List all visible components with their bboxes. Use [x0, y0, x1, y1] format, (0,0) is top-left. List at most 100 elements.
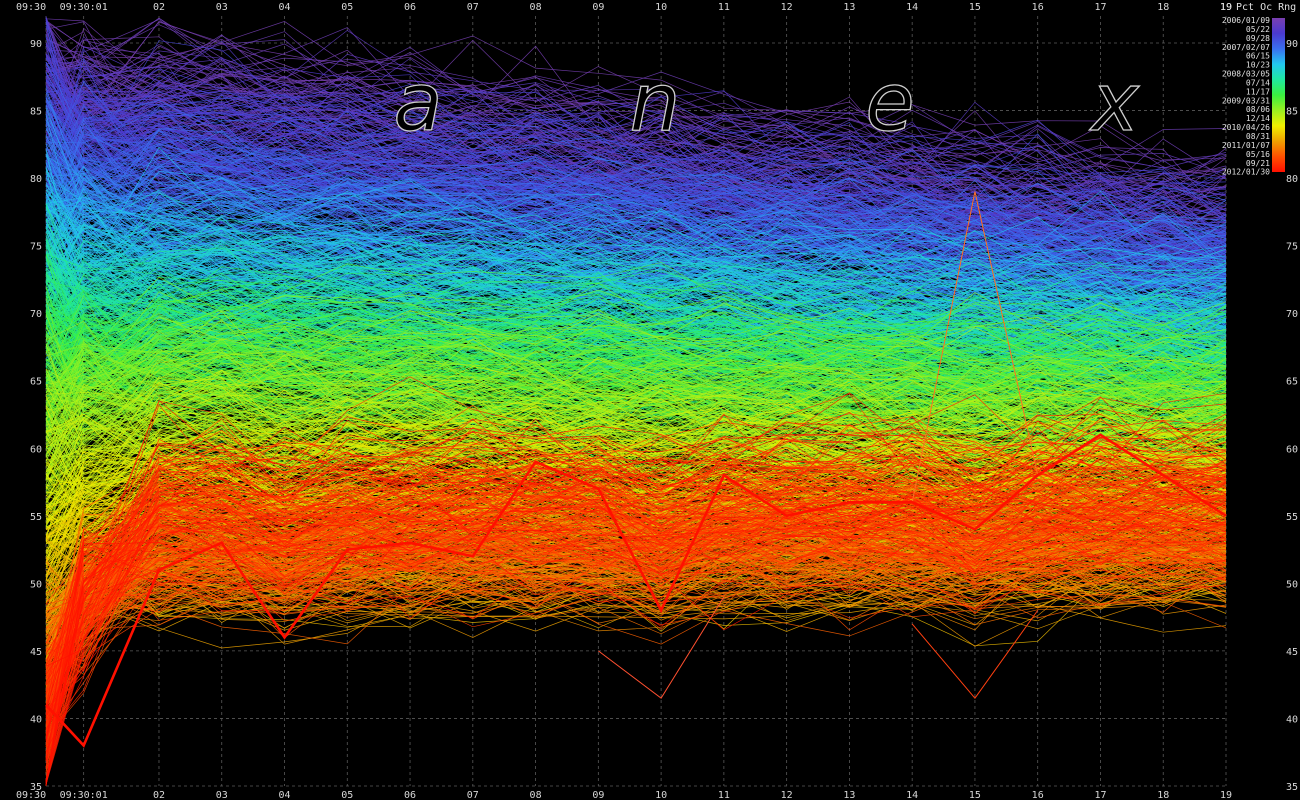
legend-label: 2006/01/09 — [1222, 16, 1270, 25]
series-line — [45, 104, 1227, 237]
series-line — [45, 521, 1227, 674]
y-tick-label-left: 65 — [30, 377, 42, 388]
series-line — [45, 19, 1227, 161]
x-tick-label-top: 16 — [1032, 2, 1044, 13]
series-line — [45, 188, 1227, 294]
series-line — [45, 246, 1227, 326]
series-line — [45, 235, 1227, 362]
x-tick-label-bottom: 09 — [592, 790, 604, 800]
series-line — [45, 137, 1227, 256]
series-line — [45, 311, 1227, 503]
series-line — [45, 479, 1227, 720]
series-line — [45, 325, 1227, 466]
x-tick-label-bottom: 14 — [906, 790, 918, 800]
y-tick-label-right: 80 — [1286, 174, 1298, 185]
x-tick-label-bottom: 03 — [216, 790, 228, 800]
x-tick-label-top: 12 — [781, 2, 793, 13]
series-line — [45, 529, 1227, 706]
watermark-letter: n — [630, 56, 681, 149]
x-tick-label-top: 19 — [1220, 2, 1232, 13]
series-line — [45, 61, 1227, 257]
highlight-series-line — [45, 433, 1227, 748]
series-line — [45, 359, 1227, 442]
series-line — [45, 329, 1227, 445]
series-line — [45, 173, 1227, 280]
series-line — [45, 197, 1227, 306]
x-tick-label-top: 07 — [467, 2, 479, 13]
series-line — [45, 123, 1227, 255]
series-line — [45, 100, 1227, 221]
x-tick-label-top: 11 — [718, 2, 730, 13]
series-line — [45, 189, 1227, 284]
series-line — [45, 479, 1227, 737]
series-line — [45, 534, 1227, 699]
legend-label: 07/14 — [1246, 78, 1270, 87]
series-line — [45, 524, 1227, 665]
series-line — [45, 380, 1227, 480]
series-line — [45, 219, 1227, 343]
series-line — [45, 404, 1227, 552]
series-line — [45, 485, 1227, 700]
series-line — [45, 376, 1227, 782]
series-line — [45, 497, 1227, 785]
series-line — [45, 324, 1227, 410]
series-line — [45, 482, 1227, 733]
series-line — [45, 93, 1227, 260]
series-line — [45, 34, 1227, 198]
series-line — [45, 476, 1227, 667]
series-line — [45, 418, 1227, 759]
series-line — [45, 162, 1227, 289]
series-line — [45, 552, 1227, 781]
series-line — [45, 343, 1227, 470]
y-tick-label-right: 60 — [1286, 444, 1298, 455]
y-tick-label-left: 35 — [30, 782, 42, 793]
series-line — [45, 143, 1227, 262]
legend-label: 08/06 — [1246, 105, 1270, 114]
series-line — [45, 317, 1227, 426]
x-tick-label-bottom: 10 — [655, 790, 667, 800]
series-line — [45, 521, 1227, 734]
series-line — [45, 314, 1227, 413]
chart-title: Pct Oc Rng — [1236, 2, 1296, 13]
series-line — [45, 323, 1227, 424]
series-line — [45, 545, 1227, 734]
series-line — [45, 514, 1227, 683]
series-line — [45, 96, 1227, 279]
outlier-line — [911, 610, 1039, 700]
series-line — [45, 456, 1227, 759]
series-line — [45, 128, 1227, 261]
series-line — [45, 537, 1227, 665]
x-tick-label-top: 09:30:01 — [60, 2, 108, 13]
series-line — [45, 396, 1227, 740]
series-line — [45, 377, 1227, 473]
series-line — [45, 585, 1227, 720]
series-line — [45, 194, 1227, 302]
series-line — [45, 338, 1227, 416]
legend-label: 2011/01/07 — [1222, 141, 1270, 150]
y-tick-label-left: 45 — [30, 647, 42, 658]
series-line — [45, 91, 1227, 233]
series-line — [45, 341, 1227, 445]
series-line — [45, 255, 1227, 328]
x-tick-label-top: 02 — [153, 2, 165, 13]
series-line — [45, 502, 1227, 723]
y-tick-label-left: 75 — [30, 242, 42, 253]
y-axis-ticks-left: 35 40 45 50 55 60 65 70 75 80 85 90 — [30, 39, 42, 793]
series-line — [45, 130, 1227, 260]
legend-label: 2012/01/30 — [1222, 168, 1270, 177]
series-line — [45, 151, 1227, 272]
legend-label: 12/14 — [1246, 114, 1270, 123]
series-line — [45, 338, 1227, 446]
series-line — [45, 465, 1227, 768]
series-line — [45, 243, 1227, 358]
watermark-letter: x — [1088, 56, 1140, 149]
series-line — [45, 178, 1227, 285]
legend-label: 10/23 — [1246, 61, 1270, 70]
series-line — [45, 580, 1227, 643]
x-tick-label-bottom: 07 — [467, 790, 479, 800]
series-line — [45, 291, 1227, 456]
series-line — [45, 276, 1227, 378]
x-tick-label-bottom: 09:30:01 — [60, 790, 108, 800]
outlier-line — [911, 191, 1039, 503]
series-line — [45, 574, 1227, 632]
